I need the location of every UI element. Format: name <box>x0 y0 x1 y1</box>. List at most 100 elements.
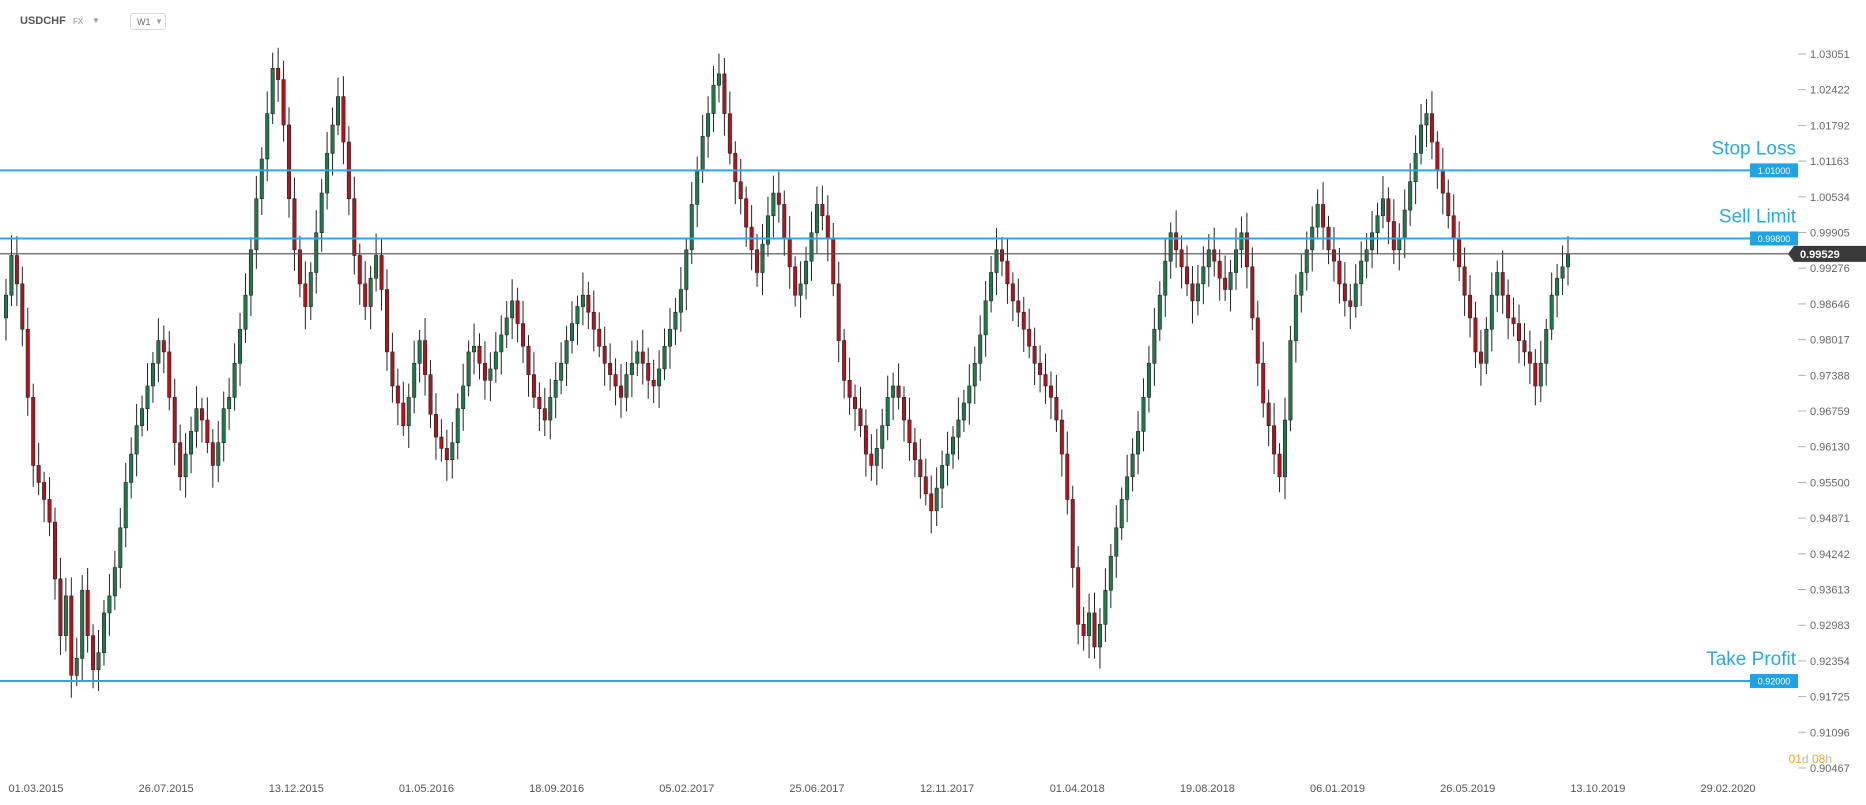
y-axis-tick-label: 1.02422 <box>1810 85 1850 97</box>
candle-bear <box>167 351 172 398</box>
x-axis-tick-label: 19.08.2018 <box>1180 783 1235 795</box>
candle-bear <box>782 204 787 239</box>
candle-bull <box>417 340 422 364</box>
candle-bear <box>1038 362 1043 375</box>
candle-bear <box>608 362 613 375</box>
x-axis-tick-label: 01.05.2016 <box>399 783 454 795</box>
candle-bull <box>689 204 694 251</box>
candle-bear <box>1478 351 1483 364</box>
candle-bull <box>1293 294 1298 341</box>
candle-bull <box>1239 232 1244 251</box>
candle-bull <box>1130 453 1135 478</box>
candle-bear <box>292 198 297 251</box>
candle-bull <box>129 453 134 483</box>
candle-bull <box>112 567 117 597</box>
candle-bear <box>161 340 166 353</box>
candle-bull <box>1228 272 1233 290</box>
candle-bull <box>798 283 803 296</box>
candle-bull <box>978 334 983 364</box>
candle-bear <box>912 442 917 461</box>
candle-bull <box>885 397 890 426</box>
candle-bull <box>635 351 640 364</box>
candle-bull <box>657 368 662 387</box>
candle-bear <box>744 198 749 228</box>
y-axis-tick-label: 0.95500 <box>1810 477 1850 489</box>
candle-bull <box>450 442 455 461</box>
candle-bear <box>1261 362 1266 404</box>
y-axis-tick-label: 0.91725 <box>1810 692 1850 704</box>
candle-bull <box>107 595 112 614</box>
candle-bear <box>297 249 302 285</box>
candle-bear <box>999 249 1004 262</box>
candle-bull <box>248 249 253 296</box>
candle-bear <box>1174 232 1179 251</box>
candle-bear <box>1440 170 1445 194</box>
x-axis-tick-label: 05.02.2017 <box>659 783 714 795</box>
candle-bear <box>401 402 406 426</box>
candle-bear <box>1043 374 1048 387</box>
candle-bull <box>461 385 466 409</box>
candle-bull <box>891 385 896 398</box>
candle-bear <box>1348 300 1353 307</box>
level-name-label: Take Profit <box>1706 649 1796 670</box>
candle-bear <box>303 283 308 307</box>
candle-bull <box>189 431 194 455</box>
candle-bear <box>1272 425 1277 455</box>
y-axis-tick-label: 0.92983 <box>1810 620 1850 632</box>
candle-bull <box>1544 328 1549 364</box>
candle-bear <box>14 255 19 285</box>
candle-bear <box>640 351 645 364</box>
candle-bull <box>1195 283 1200 302</box>
candle-bear <box>842 340 847 381</box>
candle-bull <box>700 136 705 171</box>
candle-bull <box>156 340 161 364</box>
candle-bear <box>341 96 346 143</box>
symbol-label[interactable]: USDCHF <box>20 15 66 27</box>
candle-bull <box>967 385 972 404</box>
candle-bear <box>929 493 934 512</box>
candle-bull <box>1097 623 1102 648</box>
candle-bull <box>1375 215 1380 234</box>
candle-bull <box>1087 612 1092 636</box>
candle-bull <box>765 215 770 245</box>
countdown-days: 01 <box>1788 752 1802 766</box>
candle-bear <box>515 300 520 324</box>
candle-bear <box>58 578 63 636</box>
candle-bear <box>1021 311 1026 330</box>
y-axis-tick-label: 0.98017 <box>1810 335 1850 347</box>
candle-bull <box>804 260 809 285</box>
candle-bull <box>1370 232 1375 251</box>
candle-bull <box>374 255 379 279</box>
candle-bull <box>1288 340 1293 421</box>
y-axis-tick-label: 0.98646 <box>1810 299 1850 311</box>
candle-bull <box>1163 260 1168 296</box>
candle-bear <box>619 385 623 398</box>
level-price-tag <box>1750 674 1798 689</box>
candle-bull <box>406 397 411 426</box>
candle-bear <box>42 482 47 500</box>
candle-bull <box>760 243 765 273</box>
candle-bull <box>994 249 999 273</box>
candle-bull <box>564 340 569 364</box>
candle-bear <box>1386 198 1391 222</box>
candle-bear <box>1059 419 1064 455</box>
candle-bull <box>1114 527 1119 557</box>
timeframe-label: W1 <box>137 17 151 27</box>
candle-bull <box>1380 198 1385 217</box>
candle-bear <box>1212 249 1217 262</box>
candle-bear <box>52 521 57 580</box>
candle-bull <box>232 362 237 398</box>
candle-bull <box>221 408 226 444</box>
candle-bull <box>472 345 477 353</box>
candle-bear <box>1522 340 1527 353</box>
candle-bull <box>1419 124 1424 154</box>
timeframe-select[interactable]: W1 ▼ <box>130 13 166 30</box>
market-dropdown-chevron-icon[interactable]: ▼ <box>92 16 100 25</box>
candle-bear <box>1533 362 1538 387</box>
candle-bull <box>1304 249 1309 273</box>
candle-bear <box>602 345 607 364</box>
candle-bear <box>858 408 863 426</box>
candle-bear <box>820 204 825 217</box>
current-price-tag <box>1788 245 1866 262</box>
